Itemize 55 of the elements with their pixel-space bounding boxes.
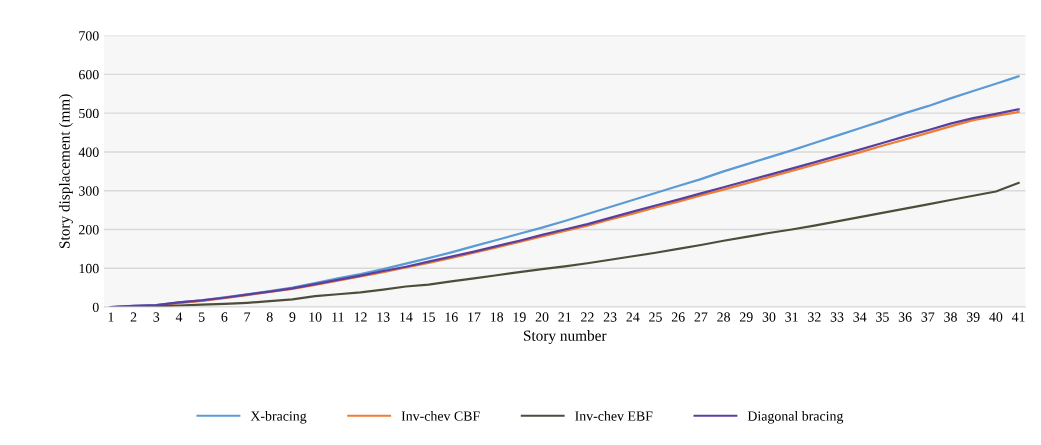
legend-label: Inv-chev EBF bbox=[575, 410, 653, 421]
x-tick-label: 4 bbox=[175, 312, 183, 322]
x-tick-label: 27 bbox=[694, 312, 708, 322]
x-tick-label: 11 bbox=[332, 312, 344, 322]
x-tick-label: 33 bbox=[830, 312, 844, 322]
x-tick-label: 40 bbox=[989, 312, 1003, 322]
y-tick-label: 400 bbox=[78, 147, 99, 157]
x-tick-label: 38 bbox=[944, 312, 957, 322]
legend-label: Diagonal bracing bbox=[747, 410, 844, 424]
x-tick-label: 5 bbox=[199, 312, 205, 322]
x-tick-label: 17 bbox=[468, 312, 481, 322]
y-tick-label: 700 bbox=[79, 31, 99, 41]
legend-label: X-bracing bbox=[250, 410, 307, 424]
x-tick-label: 22 bbox=[581, 312, 594, 322]
x-tick-label: 20 bbox=[535, 312, 549, 322]
x-tick-label: 39 bbox=[966, 312, 980, 322]
y-tick-label: 300 bbox=[79, 186, 99, 196]
x-tick-label: 26 bbox=[671, 312, 685, 322]
x-tick-label: 9 bbox=[289, 312, 296, 322]
x-tick-label: 21 bbox=[558, 312, 571, 322]
y-tick-label: 0 bbox=[92, 302, 99, 313]
legend-label: Inv-chev CBF bbox=[401, 410, 480, 421]
x-tick-label: 18 bbox=[490, 312, 504, 322]
x-tick-label: 6 bbox=[221, 312, 228, 322]
x-tick-label: 29 bbox=[739, 312, 753, 322]
x-tick-label: 3 bbox=[153, 312, 160, 322]
x-tick-label: 41 bbox=[1011, 312, 1025, 322]
x-tick-label: 31 bbox=[785, 312, 798, 322]
x-tick-label: 1 bbox=[108, 312, 114, 322]
x-tick-label: 23 bbox=[603, 312, 617, 322]
x-tick-label: 37 bbox=[921, 312, 935, 322]
x-tick-label: 35 bbox=[876, 312, 889, 322]
x-tick-label: 2 bbox=[130, 312, 137, 322]
y-tick-label: 200 bbox=[79, 225, 99, 235]
x-tick-label: 25 bbox=[649, 312, 662, 322]
y-tick-label: 600 bbox=[79, 69, 99, 80]
x-tick-label: 16 bbox=[445, 312, 458, 322]
x-tick-label: 30 bbox=[762, 312, 776, 322]
x-tick-label: 19 bbox=[513, 312, 526, 322]
y-axis-title: Story displacement (mm) bbox=[58, 94, 73, 248]
x-axis-title: Story number bbox=[523, 330, 607, 344]
x-tick-label: 7 bbox=[244, 312, 251, 322]
y-tick-label: 100 bbox=[79, 263, 99, 274]
x-tick-label: 14 bbox=[400, 312, 413, 322]
x-tick-label: 36 bbox=[898, 312, 912, 322]
x-tick-label: 24 bbox=[626, 312, 640, 322]
x-tick-label: 12 bbox=[354, 312, 367, 322]
x-tick-label: 34 bbox=[853, 312, 867, 322]
x-tick-label: 32 bbox=[808, 312, 821, 322]
x-tick-label: 10 bbox=[309, 312, 322, 322]
x-tick-label: 8 bbox=[266, 312, 273, 322]
x-tick-label: 15 bbox=[422, 312, 435, 322]
y-tick-label: 500 bbox=[79, 108, 99, 119]
x-tick-label: 28 bbox=[717, 312, 730, 322]
x-tick-label: 13 bbox=[377, 312, 390, 322]
